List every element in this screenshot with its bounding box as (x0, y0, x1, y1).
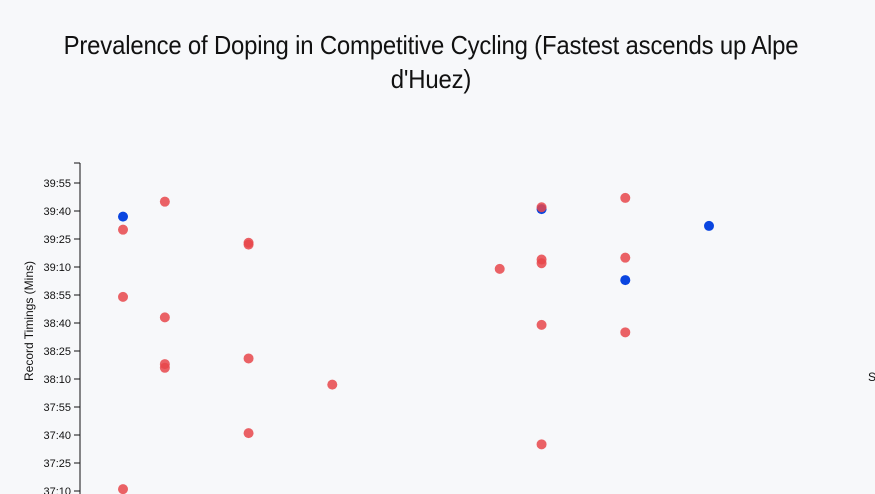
y-tick-label: 39:55 (43, 178, 71, 190)
clipped-legend-text: S (868, 370, 875, 384)
y-axis: 37:10 37:25 37:40 37:55 38:10 38:25 38:40 38:55… (43, 162, 81, 494)
data-point-doping[interactable] (536, 258, 547, 269)
data-point-doping[interactable] (243, 353, 254, 364)
data-point-doping[interactable] (118, 291, 128, 302)
data-point-no-doping[interactable] (704, 220, 714, 231)
data-point-doping[interactable] (118, 224, 128, 235)
data-point-doping[interactable] (620, 327, 631, 338)
y-tick-label: 38:55 (43, 290, 71, 302)
data-point-doping[interactable] (159, 362, 170, 373)
data-point-no-doping[interactable] (118, 211, 128, 222)
y-tick-label: 39:40 (43, 206, 71, 218)
data-point-doping[interactable] (243, 239, 254, 250)
data-point-doping[interactable] (494, 263, 505, 274)
y-tick-label: 39:25 (43, 234, 71, 246)
data-point-doping[interactable] (159, 312, 170, 323)
data-point-doping[interactable] (327, 379, 338, 390)
y-tick-label: 37:10 (43, 486, 71, 494)
data-point-doping[interactable] (118, 484, 128, 494)
data-point-doping[interactable] (536, 439, 547, 450)
y-tick-label: 38:10 (43, 374, 71, 386)
data-point-doping[interactable] (536, 319, 547, 330)
y-tick-label: 37:40 (43, 430, 71, 442)
y-axis-label: Record Timings (Mins) (22, 261, 36, 381)
data-point-doping[interactable] (620, 252, 631, 263)
chart-title: Prevalence of Doping in Competitive Cycl… (63, 30, 799, 94)
data-points (118, 192, 714, 494)
y-tick-label: 38:25 (43, 346, 71, 358)
data-point-no-doping[interactable] (620, 275, 631, 286)
data-point-doping[interactable] (536, 202, 547, 213)
data-point-doping[interactable] (620, 192, 631, 203)
y-tick-label: 39:10 (43, 262, 71, 274)
data-point-doping[interactable] (243, 428, 254, 439)
y-tick-label: 38:40 (43, 318, 71, 330)
y-tick-label: 37:55 (43, 402, 71, 414)
y-tick-label: 37:25 (43, 458, 71, 470)
data-point-doping[interactable] (159, 196, 170, 207)
